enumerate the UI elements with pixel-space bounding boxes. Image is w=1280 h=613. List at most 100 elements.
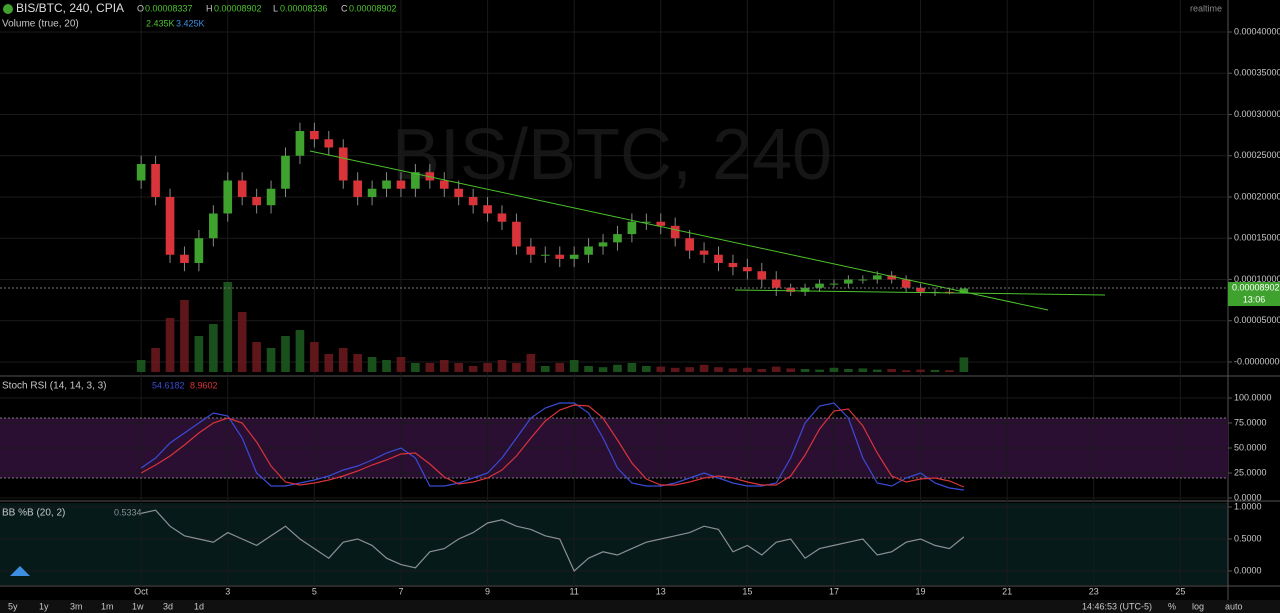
volume-bar bbox=[425, 363, 435, 372]
volume-bar bbox=[468, 366, 478, 372]
y-tick-label: 0.00015000 bbox=[1234, 233, 1280, 243]
volume-bar bbox=[930, 369, 940, 372]
volume-bar bbox=[382, 360, 391, 372]
candle-body bbox=[338, 147, 348, 181]
candle-body bbox=[483, 205, 492, 214]
candle-body bbox=[829, 283, 839, 285]
candle-body bbox=[743, 267, 752, 272]
volume-bar bbox=[728, 368, 738, 372]
volume-bar bbox=[252, 342, 261, 372]
logo[interactable] bbox=[10, 566, 30, 576]
candle-body bbox=[627, 221, 637, 235]
candle-body bbox=[223, 180, 233, 214]
candle-body bbox=[136, 163, 146, 181]
x-tick-label: 23 bbox=[1089, 586, 1099, 596]
volume-bar bbox=[598, 367, 608, 372]
candle-body bbox=[411, 172, 420, 189]
volume-bar bbox=[699, 364, 709, 372]
x-tick-label: 25 bbox=[1175, 586, 1185, 596]
volume-bar bbox=[338, 348, 348, 372]
volume-bar bbox=[685, 367, 694, 372]
volume-bar bbox=[786, 368, 795, 372]
x-tick-label: 13 bbox=[656, 586, 666, 596]
trend-line[interactable] bbox=[309, 150, 1049, 311]
volume-bar bbox=[483, 363, 492, 372]
range-button[interactable]: 1w bbox=[132, 601, 144, 611]
watermark: BIS/BTC, 240 bbox=[392, 115, 832, 195]
pct-button[interactable]: % bbox=[1168, 601, 1176, 611]
time-tag bbox=[1228, 294, 1280, 306]
price-tag-text: 0.00008902 bbox=[1232, 282, 1280, 292]
volume-bar bbox=[266, 348, 276, 372]
range-button[interactable]: 1y bbox=[39, 601, 49, 611]
c-value: 0.00008902 bbox=[349, 3, 397, 13]
candle-body bbox=[815, 283, 824, 288]
bb-title[interactable]: BB %B (20, 2) bbox=[2, 508, 65, 519]
realtime: realtime bbox=[1190, 3, 1222, 13]
stoch-title[interactable]: Stoch RSI (14, 14, 3, 3) bbox=[2, 381, 107, 392]
range-button[interactable]: 3d bbox=[163, 601, 173, 611]
volume-label[interactable]: Volume (true, 20) bbox=[2, 19, 79, 30]
stoch-d: 8.9602 bbox=[190, 380, 218, 390]
log-button[interactable]: log bbox=[1192, 601, 1204, 611]
y-tick-label: 0.00025000 bbox=[1234, 150, 1280, 160]
volume-bar bbox=[844, 369, 853, 372]
volume-bar bbox=[540, 366, 550, 372]
candle-body bbox=[237, 180, 247, 197]
o-value: 0.00008337 bbox=[145, 3, 193, 13]
candle-body bbox=[771, 279, 781, 288]
candle-body bbox=[454, 188, 464, 197]
toolbar bbox=[0, 600, 1280, 613]
candle-body bbox=[497, 213, 507, 222]
candle-body bbox=[699, 250, 709, 255]
volume-bar bbox=[916, 369, 925, 372]
volume-bar bbox=[310, 342, 319, 372]
y-tick-label: 0.00035000 bbox=[1234, 68, 1280, 78]
candle-body bbox=[887, 275, 897, 280]
y-tick-label: 0.00005000 bbox=[1234, 315, 1280, 325]
time-tag-text: 13:06 bbox=[1243, 294, 1266, 304]
candle-body bbox=[209, 213, 218, 239]
volume-bar bbox=[584, 366, 593, 372]
range-button[interactable]: 3m bbox=[70, 601, 83, 611]
volume-bar bbox=[887, 369, 897, 372]
candle-body bbox=[800, 287, 810, 292]
candle-body bbox=[569, 254, 579, 259]
candle-body bbox=[642, 221, 651, 223]
x-tick-label: 5 bbox=[312, 586, 317, 596]
indicator-line bbox=[140, 404, 965, 488]
price-tag bbox=[1228, 282, 1280, 294]
volume-bar bbox=[237, 312, 247, 372]
indicator-line bbox=[141, 509, 965, 572]
candle-body bbox=[613, 234, 622, 243]
range-button[interactable]: 1m bbox=[101, 601, 114, 611]
range-button[interactable]: 1d bbox=[194, 601, 204, 611]
candle-body bbox=[324, 139, 334, 148]
candle-body bbox=[396, 180, 406, 189]
volume-bar bbox=[194, 336, 204, 372]
volume-bar bbox=[281, 336, 290, 372]
volume-bar bbox=[945, 370, 954, 372]
range-button[interactable]: 5y bbox=[8, 601, 18, 611]
volume-bar bbox=[815, 369, 824, 372]
x-tick-label: 19 bbox=[916, 586, 926, 596]
candle-body bbox=[310, 130, 319, 140]
clock: 14:46:53 (UTC-5) bbox=[1082, 601, 1152, 611]
volume-bar bbox=[396, 357, 406, 372]
candle-body bbox=[584, 246, 593, 255]
l-label: L bbox=[273, 3, 278, 13]
candle-body bbox=[728, 262, 738, 268]
y-tick-label: 0.00040000 bbox=[1234, 26, 1280, 36]
x-tick-label: 7 bbox=[398, 586, 403, 596]
x-tick-label: 9 bbox=[485, 586, 490, 596]
volume-bar bbox=[569, 360, 579, 372]
volume-now: 2.435K bbox=[146, 18, 175, 28]
volume-bar bbox=[497, 360, 507, 372]
auto-button[interactable]: auto bbox=[1225, 601, 1243, 611]
trend-line[interactable] bbox=[734, 289, 1106, 296]
candle-body bbox=[526, 246, 536, 255]
volume-bar bbox=[136, 360, 146, 372]
symbol[interactable]: BIS/BTC, 240, CPIA bbox=[16, 1, 124, 15]
volume-bar bbox=[180, 300, 189, 372]
candle-body bbox=[685, 238, 694, 251]
